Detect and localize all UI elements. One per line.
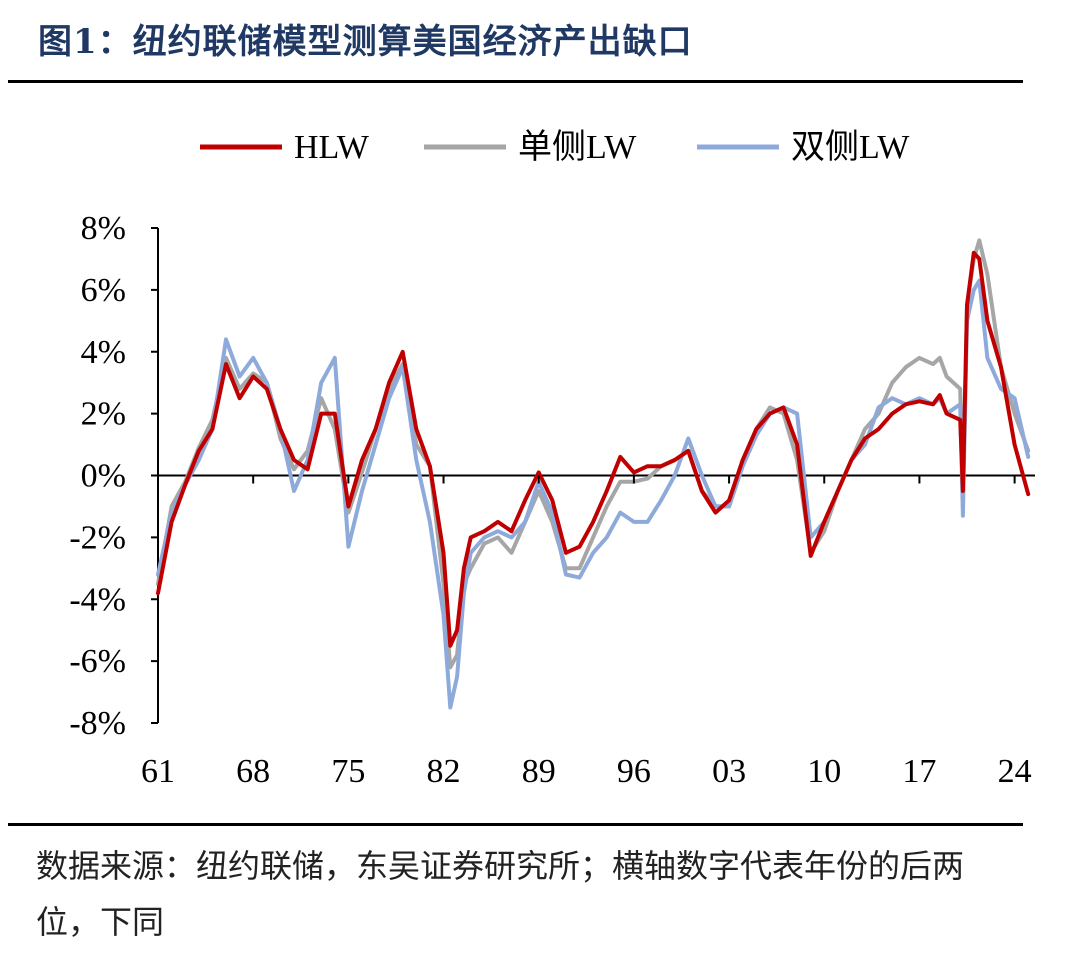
x-tick-label: 10 <box>807 753 841 790</box>
chart-ticks: 8% 6% 4% 2% 0% -2% -4% -6% -8% 61 68 75 82 89 96 03 10 17… <box>69 210 1031 790</box>
legend-label-双侧LW: 双侧LW <box>791 128 910 166</box>
y-tick-label: -2% <box>69 519 126 556</box>
bottom-divider <box>8 823 1023 826</box>
y-tick-label: -4% <box>69 581 126 618</box>
x-tick-label: 24 <box>998 753 1032 790</box>
chart-series <box>156 238 1031 710</box>
y-tick-label: 8% <box>81 210 126 247</box>
series-line-HLW <box>156 250 1031 648</box>
y-tick-label: 2% <box>81 396 126 433</box>
y-tick-label: 6% <box>81 272 126 309</box>
legend: HLW 单侧LW 双侧LW <box>200 128 910 166</box>
series-line-双侧LW <box>156 278 1031 710</box>
y-tick-label: -8% <box>69 705 126 742</box>
x-tick-label: 89 <box>522 753 556 790</box>
x-tick-label: 17 <box>902 753 936 790</box>
legend-label-单侧LW: 单侧LW <box>518 128 637 166</box>
y-tick-label: -6% <box>69 643 126 680</box>
x-tick-label: 75 <box>331 753 365 790</box>
top-divider <box>8 80 1023 83</box>
y-tick-label: 0% <box>81 458 126 495</box>
x-tick-label: 61 <box>141 753 175 790</box>
y-tick-label: 4% <box>81 334 126 371</box>
x-tick-label: 03 <box>712 753 746 790</box>
series-line-单侧LW <box>156 238 1031 670</box>
page-title: 图1：纽约联储模型测算美国经济产出缺口 <box>38 22 693 62</box>
x-tick-label: 96 <box>617 753 651 790</box>
x-tick-label: 82 <box>427 753 461 790</box>
x-tick-label: 68 <box>236 753 270 790</box>
legend-label-HLW: HLW <box>294 129 370 166</box>
source-note: 数据来源：纽约联储，东吴证券研究所；横轴数字代表年份的后两位，下同 <box>36 847 965 941</box>
